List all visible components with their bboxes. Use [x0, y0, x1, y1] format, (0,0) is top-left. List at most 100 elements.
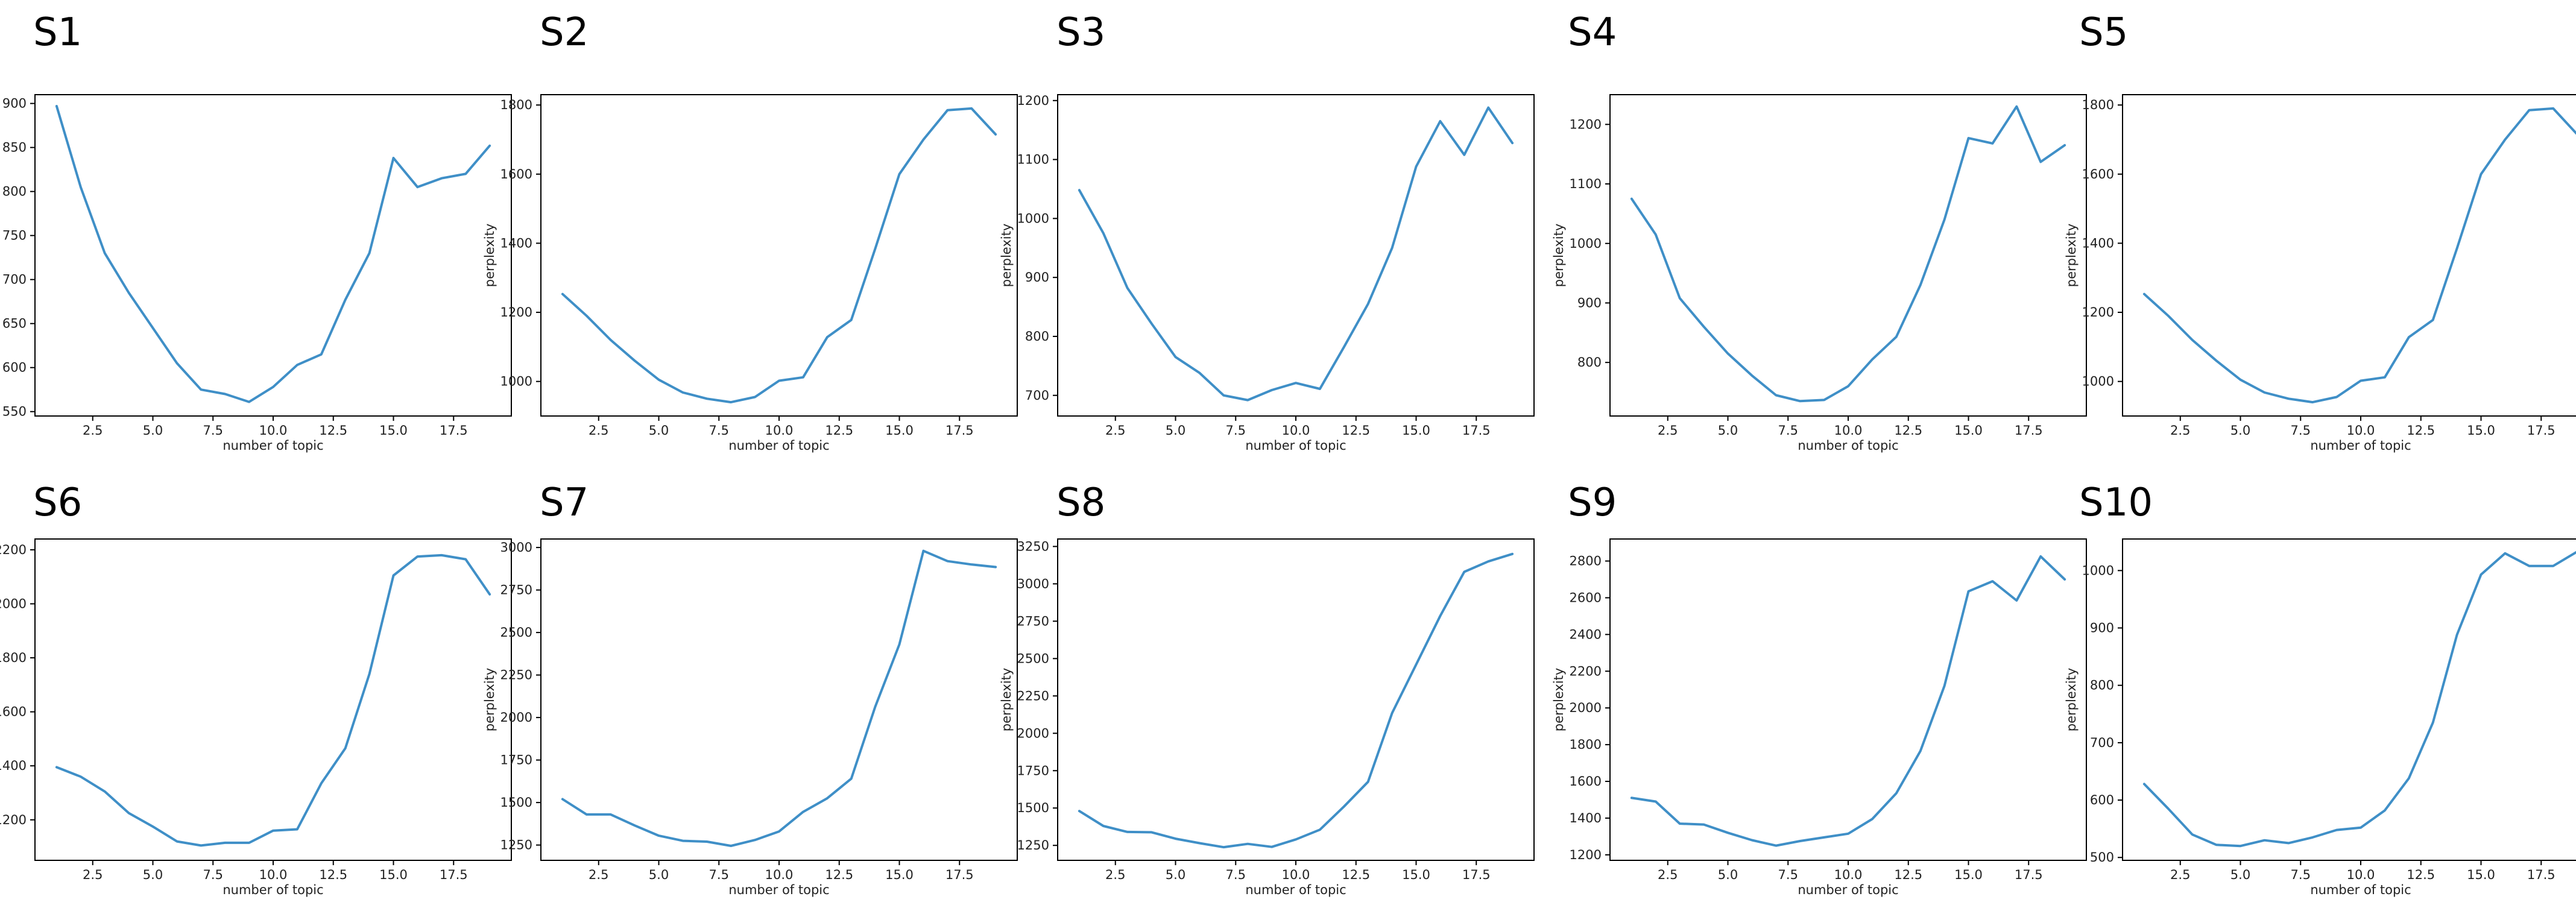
panel-3-data-point — [1391, 246, 1394, 250]
panel-6-plot-frame — [34, 538, 512, 861]
panel-1-ytick-label: 600 — [2, 361, 27, 375]
panel-4-data-point — [1798, 399, 1802, 403]
panel-1-xtick-label: 2.5 — [83, 423, 103, 438]
panel-8-xtick-label: 2.5 — [1105, 868, 1125, 882]
panel-9-data-point — [1943, 684, 1946, 688]
panel-7-data-point — [633, 824, 637, 827]
panel-9-ytick-label: 1600 — [1570, 774, 1602, 789]
panel-9-xtick-label: 10.0 — [1834, 868, 1863, 882]
panel-6-ytick-label: 1800 — [0, 651, 27, 665]
panel-5-data-point — [2142, 292, 2146, 296]
panel-1-xtick-label: 10.0 — [259, 423, 288, 438]
panel-1-ytick-label: 700 — [2, 273, 27, 287]
panel-4-data-point — [2063, 143, 2066, 147]
panel-7-x-axis-label: number of topic — [728, 883, 829, 897]
panel-7-data-point — [897, 643, 901, 646]
panel-7-data-point — [729, 844, 733, 848]
panel-9-xtick-label: 17.5 — [2015, 868, 2043, 882]
panel-9-y-axis-label: perplexity — [1552, 668, 1566, 732]
panel-1-xtick-label: 17.5 — [440, 423, 468, 438]
panel-5-data-point — [2407, 335, 2411, 339]
panel-5-xtick-label: 5.0 — [2230, 423, 2250, 438]
panel-4-title: S4 — [1568, 10, 1617, 55]
panel-5-xtick-label: 10.0 — [2347, 423, 2375, 438]
panel-6-ytick-label: 2200 — [0, 543, 27, 557]
panel-2-data-point — [729, 400, 733, 404]
panel-7-data-point — [994, 566, 997, 569]
panel-4-data-point — [1678, 297, 1682, 300]
panel-10-data-point — [2359, 826, 2363, 830]
panel-8-data-point — [1222, 845, 1225, 849]
panel-8-data-point — [1246, 842, 1249, 846]
panel-1-series-line — [55, 105, 491, 403]
panel-3-data-point — [1198, 371, 1201, 375]
panel-6-data-point — [79, 775, 83, 778]
panel-3-xtick-label: 10.0 — [1282, 423, 1310, 438]
panel-2-ytick-label: 1000 — [500, 374, 532, 389]
panel-8-data-point — [1391, 711, 1394, 715]
panel-4-data-point — [2015, 105, 2018, 109]
panel-3-title: S3 — [1056, 10, 1105, 55]
panel-4-data-point — [1895, 335, 1898, 339]
panel-1-title: S1 — [33, 10, 82, 55]
panel-9-data-point — [1990, 579, 1994, 583]
panel-10-ytick-label: 500 — [2090, 850, 2114, 865]
panel-4-ytick-label: 1000 — [1570, 236, 1602, 251]
panel-10-data-point — [2191, 833, 2194, 836]
panel-5-ytick-label: 1600 — [2082, 167, 2114, 181]
panel-8-x-axis-label: number of topic — [1245, 883, 1346, 897]
panel-3-x-axis-label: number of topic — [1245, 438, 1346, 453]
panel-4-xtick-label: 12.5 — [1894, 423, 1922, 438]
panel-3-data-point — [1102, 232, 1105, 235]
panel-1-data-point — [368, 251, 371, 255]
panel-4-data-point — [1822, 398, 1826, 402]
panel-6-data-point — [295, 827, 299, 831]
panel-8-data-point — [1462, 570, 1466, 574]
panel-7-data-point — [657, 834, 661, 837]
panel-10-ytick-label: 1000 — [2082, 563, 2114, 578]
panel-2-data-point — [826, 335, 829, 339]
panel-9-data-point — [1654, 800, 1658, 804]
panel-3-xtick-label: 5.0 — [1166, 423, 1185, 438]
panel-1: S1 2.5 5.0 7.5 10.0 12.5 15.0 17.5 550 600 650 700 7… — [2, 10, 512, 453]
panel-3-data-point — [1270, 388, 1274, 392]
panel-7-ytick-label: 2000 — [500, 710, 532, 725]
panel-6-ytick-label: 2000 — [0, 596, 27, 611]
panel-8-xtick-label: 12.5 — [1342, 868, 1370, 882]
panel-9-data-point — [2039, 555, 2042, 558]
panel-4-xtick-label: 17.5 — [2015, 423, 2043, 438]
panel-8-data-point — [1414, 663, 1418, 666]
panel-7: S7 2.5 5.0 7.5 10.0 12.5 15.0 17.5 1250 1500 1750 2… — [482, 481, 1018, 897]
panel-1-ytick-label: 900 — [2, 96, 27, 111]
panel-10-title: S10 — [2079, 481, 2153, 525]
panel-9-ytick-label: 2400 — [1570, 627, 1602, 641]
panel-3-data-point — [1511, 141, 1514, 145]
panel-2-xtick-label: 2.5 — [589, 423, 608, 438]
panel-1-data-point — [320, 353, 323, 356]
panel-8-data-point — [1318, 828, 1322, 831]
panel-6-data-point — [127, 812, 131, 815]
panel-5-data-point — [2551, 107, 2555, 110]
panel-2-data-point — [633, 359, 637, 362]
panel-7-ytick-label: 1250 — [500, 838, 532, 853]
panel-9-series-line — [1630, 555, 2066, 847]
panel-1-xtick-label: 15.0 — [379, 423, 408, 438]
panel-3-ytick-label: 800 — [1025, 329, 1049, 344]
panel-10-plot-frame — [2122, 538, 2576, 861]
panel-6-series-line — [55, 553, 491, 847]
panel-8-data-point — [1294, 837, 1298, 841]
panel-9-data-point — [1702, 823, 1706, 827]
panel-5-data-point — [2503, 138, 2507, 142]
panel-2-ytick-label: 1200 — [500, 305, 532, 320]
panel-6-x-axis-label: number of topic — [223, 883, 323, 897]
panel-7-data-point — [705, 840, 709, 843]
panel-2-xtick-label: 15.0 — [885, 423, 914, 438]
panel-10-ytick-label: 700 — [2090, 736, 2114, 750]
panel-9-data-point — [2015, 599, 2018, 602]
panel-1-data-point — [415, 185, 419, 189]
panel-5-data-point — [2191, 338, 2194, 342]
panel-9: S9 2.5 5.0 7.5 10.0 12.5 15.0 17.5 1200 1400 1600 1… — [1552, 481, 2087, 897]
panel-7-data-point — [561, 797, 564, 801]
panel-5-data-point — [2479, 172, 2483, 176]
